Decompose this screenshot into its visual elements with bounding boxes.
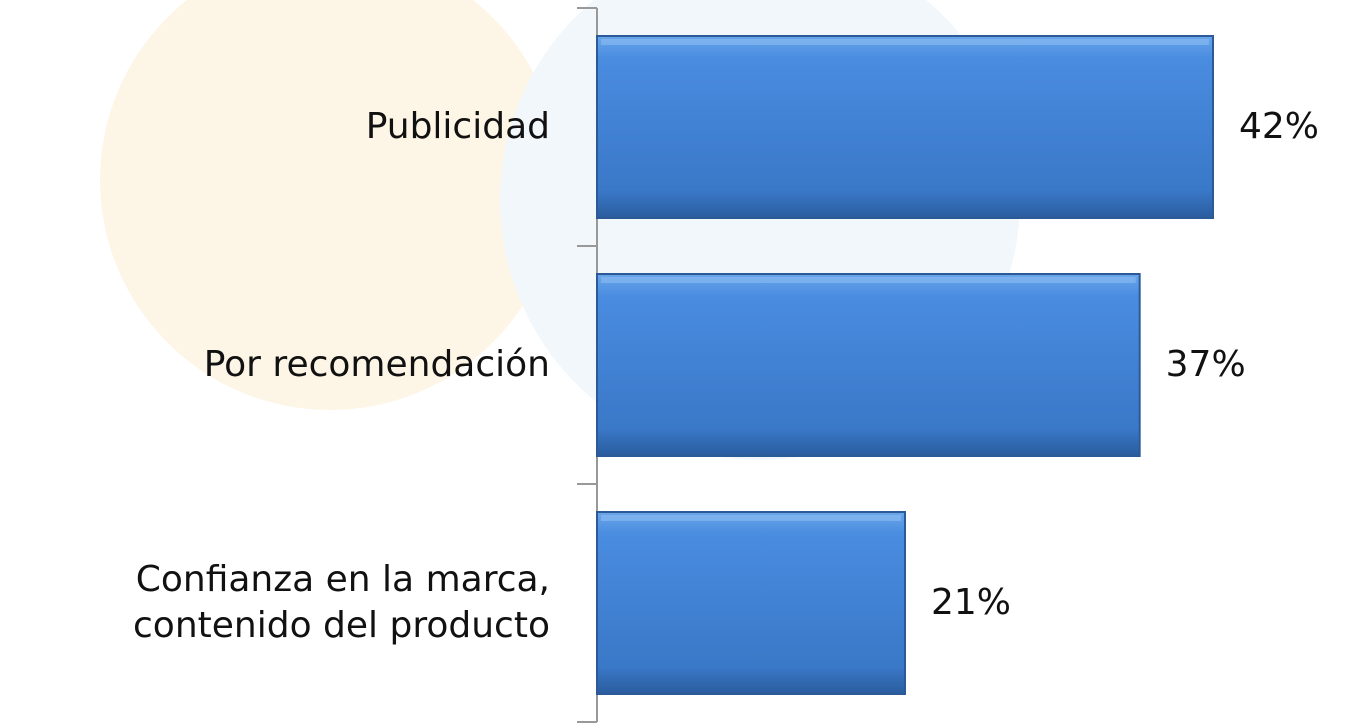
watermark <box>100 0 560 410</box>
category-label: Por recomendación <box>203 344 550 385</box>
bar <box>596 273 1141 457</box>
bar-highlight <box>601 39 1209 45</box>
value-label: 37% <box>1165 344 1246 385</box>
value-label: 42% <box>1239 106 1320 147</box>
bar-highlight <box>601 515 901 521</box>
value-label: 21% <box>931 582 1012 623</box>
bar-highlight <box>601 277 1136 283</box>
bar <box>596 35 1214 219</box>
category-label: Confianza en la marca, contenido del pro… <box>133 559 550 646</box>
bar <box>596 511 906 695</box>
category-label: Publicidad <box>365 106 550 147</box>
